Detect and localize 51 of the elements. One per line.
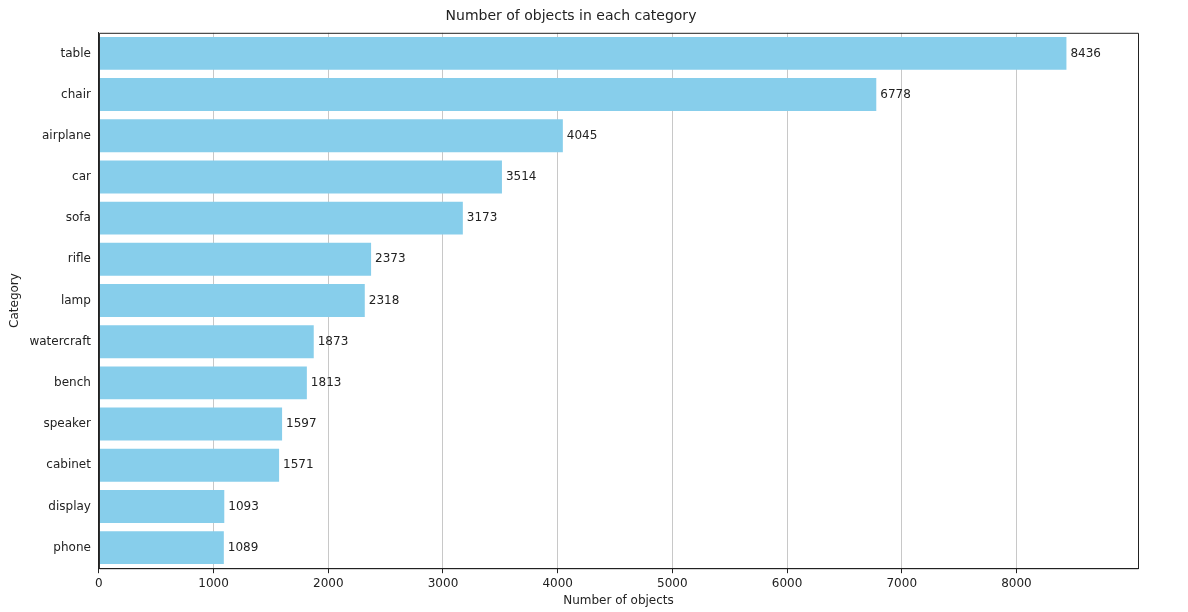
x-tick-label: 5000: [657, 575, 688, 590]
y-tick-label: bench: [54, 374, 91, 389]
y-tick-label: table: [60, 45, 91, 60]
data-label: 2318: [368, 292, 400, 307]
bar: [99, 448, 280, 482]
bar: [99, 78, 877, 112]
y-tick-label: airplane: [42, 127, 91, 142]
bar: [99, 119, 563, 153]
data-label: 3514: [505, 169, 537, 184]
x-tick-label: 6000: [771, 575, 803, 590]
x-tick-label: 8000: [1001, 575, 1032, 590]
x-axis-title: Number of objects: [563, 592, 674, 607]
data-label: 8436: [1070, 45, 1101, 60]
y-tick-label: display: [48, 498, 91, 513]
bar: [99, 531, 224, 565]
bar: [99, 407, 283, 441]
y-tick-label: cabinet: [46, 457, 92, 472]
data-label: 1813: [310, 374, 342, 389]
data-label: 6778: [880, 86, 911, 101]
y-tick-label: speaker: [43, 416, 91, 431]
data-label: 1093: [228, 498, 259, 513]
y-axis-title: Category: [7, 273, 22, 328]
chart-title: Number of objects in each category: [445, 7, 697, 24]
data-label: 1089: [227, 539, 259, 554]
y-tick-label: lamp: [60, 292, 91, 307]
data-label: 1571: [283, 457, 314, 472]
x-tick-label: 4000: [542, 575, 573, 590]
data-label: 3173: [466, 210, 498, 225]
bar: [99, 36, 1067, 70]
bar: [99, 242, 372, 276]
x-tick-label: 0: [95, 575, 103, 590]
y-tick-label: car: [72, 169, 91, 184]
bar: [99, 201, 463, 235]
x-tick-label: 3000: [427, 575, 459, 590]
x-tick-label: 1000: [198, 575, 229, 590]
data-label: 4045: [566, 127, 598, 142]
bar: [99, 366, 307, 400]
y-tick-label: chair: [61, 86, 91, 101]
x-tick-label: 2000: [313, 575, 344, 590]
x-tick-label: 7000: [886, 575, 918, 590]
bar: [99, 489, 225, 523]
bar: [99, 160, 502, 194]
y-tick-label: sofa: [65, 210, 91, 225]
y-tick-label: rifle: [67, 251, 91, 266]
bar: [99, 284, 365, 317]
data-label: 2373: [375, 251, 406, 266]
y-tick-label: watercraft: [29, 333, 92, 348]
data-label: 1597: [286, 416, 317, 431]
y-tick-label: phone: [53, 539, 91, 554]
data-label: 1873: [317, 333, 349, 348]
bar: [99, 325, 314, 359]
